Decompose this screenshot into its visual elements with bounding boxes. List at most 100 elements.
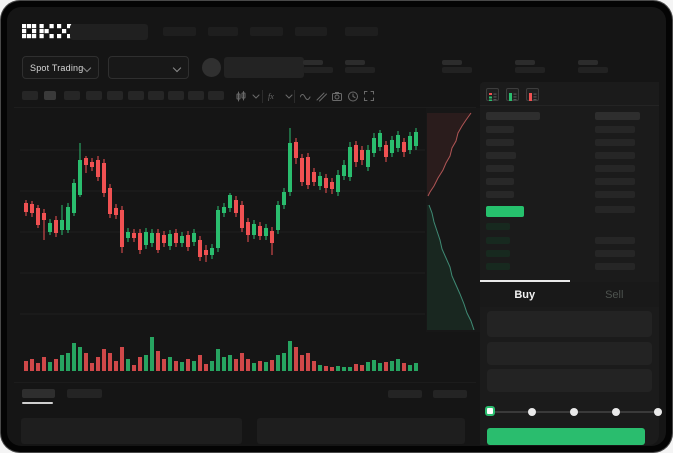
bottom-tab-underline (22, 402, 53, 404)
last-price-highlight[interactable] (486, 206, 524, 217)
stat-label-placeholder-4 (578, 60, 598, 65)
timeframe-button-8[interactable] (188, 91, 204, 100)
bottom-divider (14, 382, 476, 383)
orderbook-price-3[interactable] (486, 152, 516, 159)
candle-type-icon[interactable] (236, 91, 247, 102)
chevron-down-icon[interactable] (251, 91, 262, 102)
camera-icon[interactable] (332, 91, 343, 102)
slider-stop-2[interactable] (570, 408, 578, 416)
stat-label-placeholder-2 (442, 60, 462, 65)
orderbook-amount-10[interactable] (595, 250, 635, 257)
slider-handle-active[interactable] (485, 406, 495, 416)
timeframe-button-4[interactable] (107, 91, 123, 100)
timeframe-button-3[interactable] (86, 91, 102, 100)
tab-buy[interactable]: Buy (514, 288, 536, 301)
bottom-tab-1[interactable] (67, 389, 102, 398)
stat-label-placeholder-1 (345, 60, 365, 65)
book-buys-icon[interactable] (506, 88, 519, 101)
avatar[interactable] (202, 58, 221, 77)
orderbook-amount-2[interactable] (595, 139, 635, 146)
nav-item-placeholder-1[interactable] (163, 27, 196, 36)
orderbook-amount-3[interactable] (595, 152, 635, 159)
timeframe-button-6[interactable] (148, 91, 164, 100)
nav-item-placeholder-5[interactable] (345, 27, 378, 36)
draw-tool-icon[interactable] (316, 91, 327, 102)
stat-value-placeholder-2 (442, 67, 472, 73)
slider-stop-3[interactable] (612, 408, 620, 416)
orderbook-divider (480, 105, 659, 106)
slider-stop-4[interactable] (654, 408, 662, 416)
timeframe-button-7[interactable] (168, 91, 184, 100)
orderbook-amount-6[interactable] (595, 191, 635, 198)
stat-value-placeholder-3 (515, 67, 545, 73)
orderbook-price-5[interactable] (486, 178, 514, 185)
svg-text:fx: fx (268, 92, 274, 101)
orderbook-price-2[interactable] (486, 139, 514, 146)
orderbook-amount-11[interactable] (595, 263, 635, 270)
toolbar-divider (294, 90, 295, 103)
orderbook-price-4[interactable] (486, 165, 514, 172)
orderbook-price-11[interactable] (486, 263, 510, 270)
nav-item-placeholder-2[interactable] (208, 27, 238, 36)
order-input-placeholder-1[interactable] (487, 342, 652, 365)
orderbook-price-8[interactable] (486, 223, 510, 230)
toolbar-divider (14, 107, 476, 108)
orderbook-price-6[interactable] (486, 191, 514, 198)
orderbook-price-9[interactable] (486, 237, 510, 244)
tab-sell[interactable]: Sell (605, 288, 624, 301)
indicator-fx-icon[interactable]: fx (268, 91, 279, 102)
orderbook-price-0[interactable] (486, 112, 540, 120)
orderbook-amount-5[interactable] (595, 178, 635, 185)
bottom-link-0[interactable] (388, 390, 422, 398)
active-tab-indicator (480, 280, 570, 282)
depth-chart[interactable] (427, 110, 479, 330)
orderbook-amount-9[interactable] (595, 237, 635, 244)
orderbook-price-1[interactable] (486, 126, 514, 133)
line-tool-icon[interactable] (300, 91, 311, 102)
bottom-panel-placeholder-0 (21, 418, 242, 444)
stat-value-placeholder-4 (578, 67, 608, 73)
order-input-placeholder-0[interactable] (487, 311, 652, 337)
slider-stop-1[interactable] (528, 408, 536, 416)
nav-item-placeholder-3[interactable] (250, 27, 283, 36)
bottom-link-1[interactable] (433, 390, 467, 398)
timeframe-button-1[interactable] (44, 91, 56, 100)
buy-button[interactable] (487, 428, 645, 445)
stat-value-placeholder-0 (303, 67, 333, 73)
orderbook-amount-7[interactable] (595, 206, 635, 213)
book-sells-icon-glyph (529, 93, 537, 101)
pair-dropdown[interactable] (108, 56, 189, 79)
order-input-placeholder-2[interactable] (487, 369, 652, 392)
book-buys-icon-glyph (509, 93, 517, 101)
history-clock-icon[interactable] (348, 91, 359, 102)
book-both-icon-glyph (489, 93, 497, 101)
orderbook-amount-1[interactable] (595, 126, 635, 133)
timeframe-button-5[interactable] (128, 91, 144, 100)
bottom-panel-placeholder-1 (257, 418, 465, 444)
chevron-down-icon (174, 64, 181, 71)
timeframe-button-9[interactable] (208, 91, 224, 100)
stat-label-placeholder-3 (515, 60, 535, 65)
stat-label-placeholder-0 (303, 60, 323, 65)
market-type-label: Spot Trading (30, 62, 84, 73)
candlestick-chart[interactable] (20, 108, 425, 376)
okx-logo[interactable] (22, 24, 72, 40)
chevron-down-icon (84, 64, 91, 71)
orderbook-price-10[interactable] (486, 250, 510, 257)
nav-item-placeholder-0[interactable] (70, 24, 148, 40)
stat-value-placeholder-1 (345, 67, 375, 73)
orderbook-amount-4[interactable] (595, 165, 635, 172)
book-sells-icon[interactable] (526, 88, 539, 101)
market-type-dropdown[interactable]: Spot Trading (22, 56, 99, 79)
bottom-tab-0[interactable] (22, 389, 55, 398)
timeframe-button-2[interactable] (64, 91, 80, 100)
pair-info-placeholder[interactable] (224, 57, 304, 78)
chevron-down-icon[interactable] (284, 91, 295, 102)
trade-tabs: Buy Sell (480, 282, 659, 307)
nav-item-placeholder-4[interactable] (295, 27, 327, 36)
book-both-icon[interactable] (486, 88, 499, 101)
timeframe-button-0[interactable] (22, 91, 38, 100)
orderbook-amount-0[interactable] (595, 112, 640, 120)
toolbar-divider (262, 90, 263, 103)
fullscreen-icon[interactable] (364, 91, 375, 102)
